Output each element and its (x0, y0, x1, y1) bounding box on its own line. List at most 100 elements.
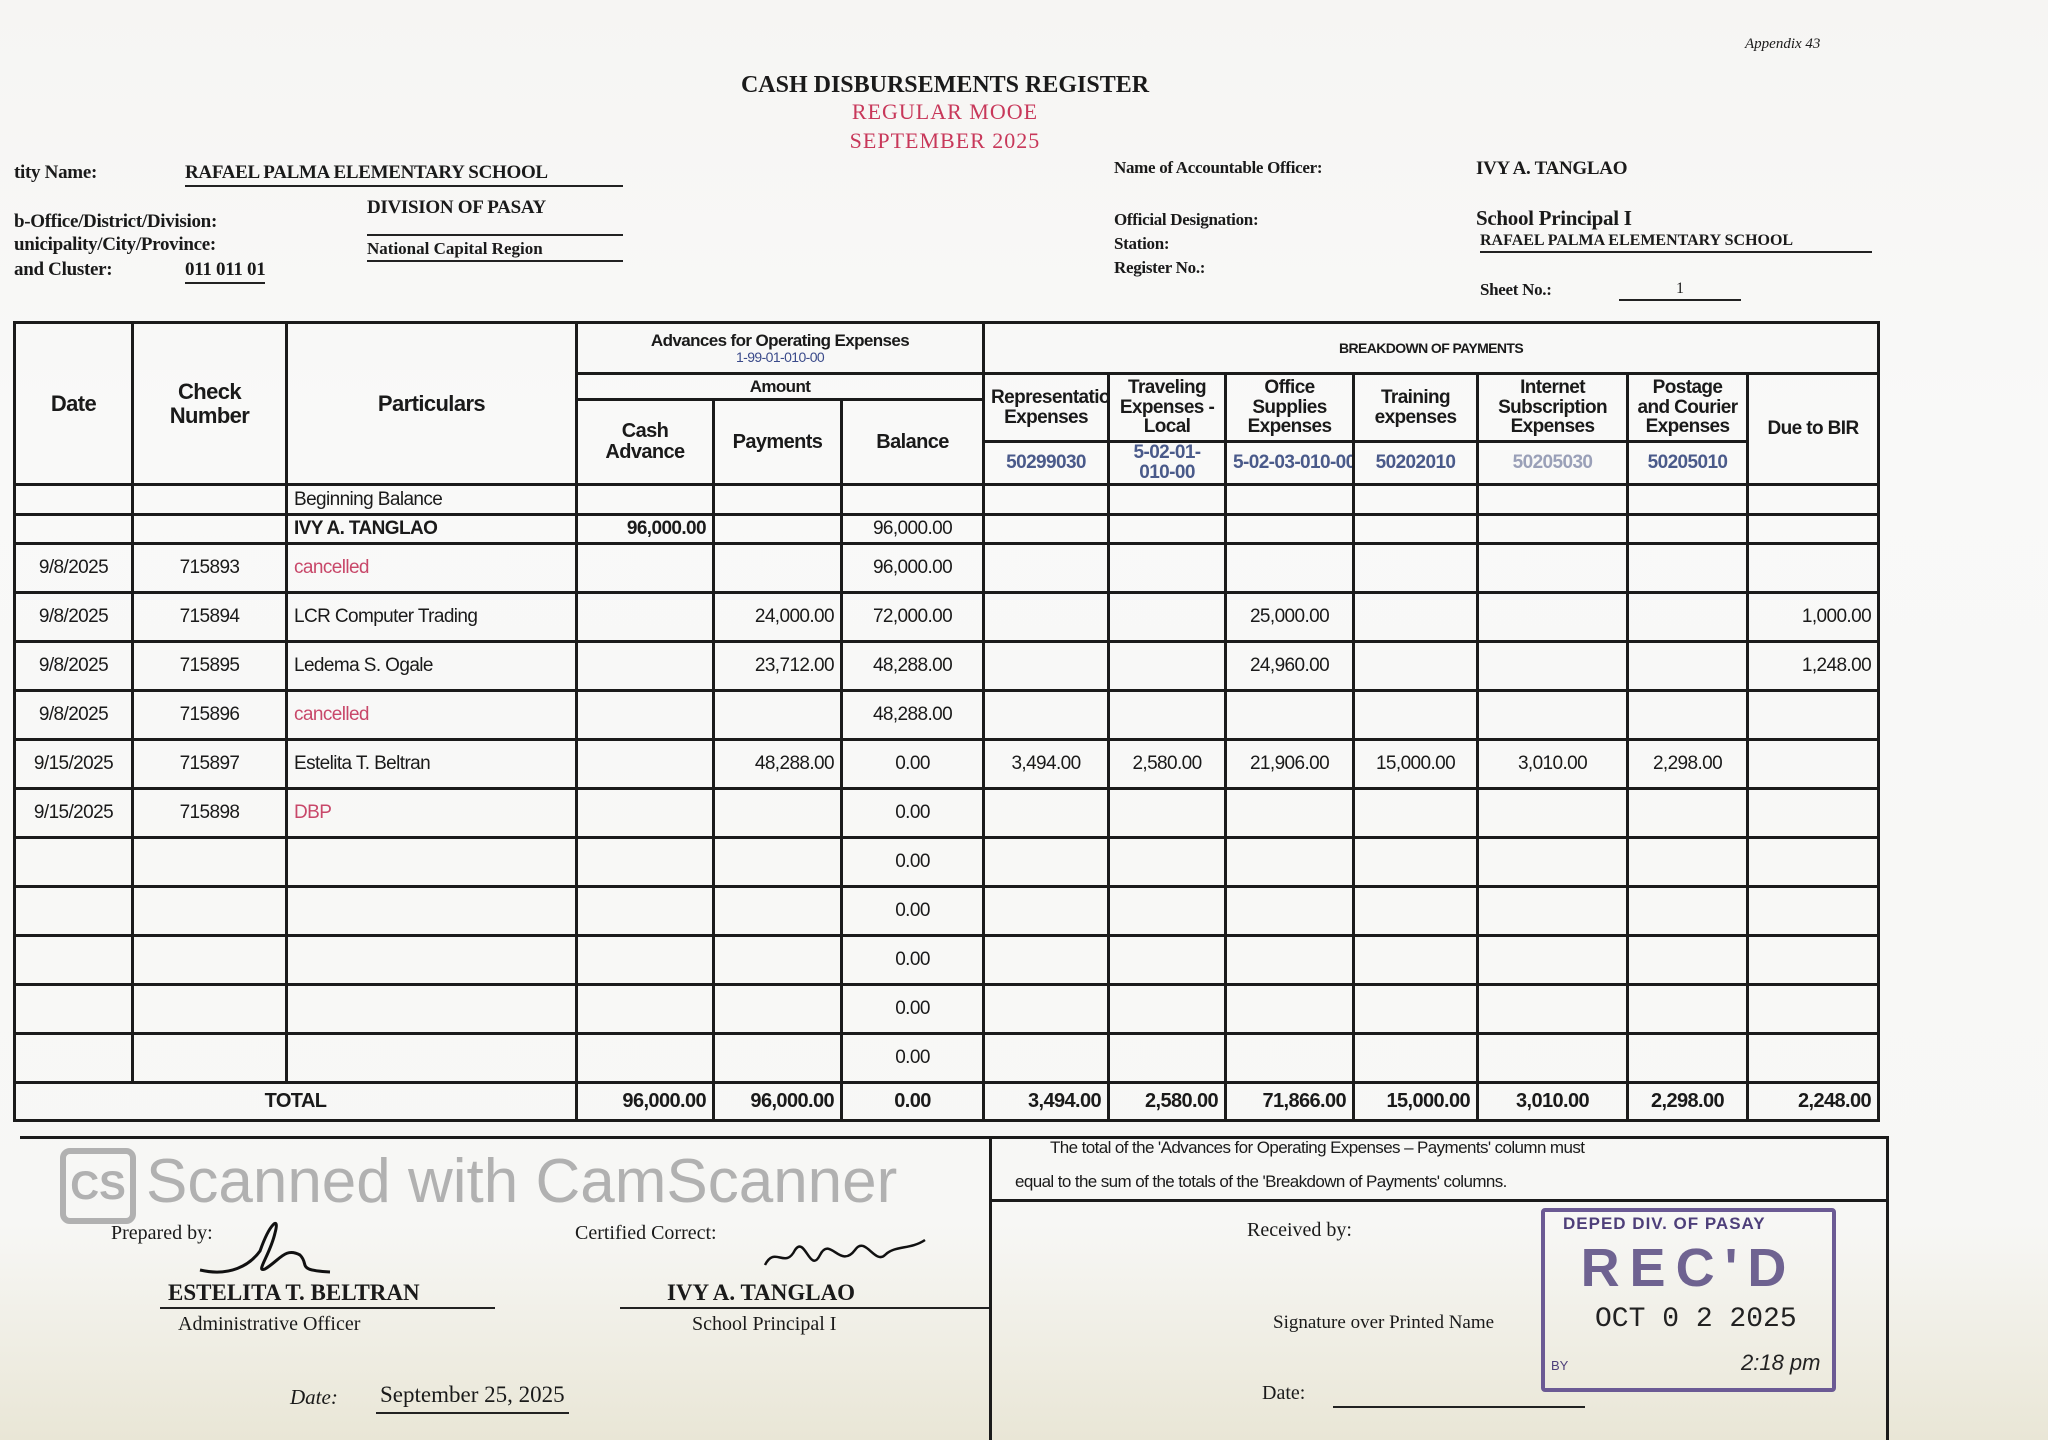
cell-internet (1476, 787, 1630, 839)
cell-particulars: Beginning Balance (285, 483, 578, 516)
table-row: 0.00 (13, 934, 1881, 986)
cell-particulars (285, 983, 578, 1035)
cell-check (131, 836, 288, 888)
cell-representation (982, 787, 1111, 839)
header-representation: Representation Expenses (982, 372, 1111, 443)
cell-office-supplies (1224, 689, 1356, 741)
cell-due-bir (1746, 483, 1881, 516)
cell-date: 9/15/2025 (13, 738, 134, 790)
cell-payments: 23,712.00 (712, 640, 843, 692)
header-traveling: Traveling Expenses - Local (1107, 372, 1228, 443)
cell-check: 715893 (131, 542, 288, 594)
code-internet: 50205030 (1476, 440, 1630, 486)
header-particulars: Particulars (285, 321, 578, 486)
station-label: Station: (1114, 234, 1170, 253)
cell-check: 715895 (131, 640, 288, 692)
cell-cash-advance (575, 591, 715, 643)
register-label: Register No.: (1114, 258, 1206, 277)
cell-cash-advance (575, 542, 715, 594)
prepared-title: Administrative Officer (178, 1313, 361, 1335)
cell-cash-advance (575, 483, 715, 516)
cell-date (13, 934, 134, 986)
officer-label: Name of Accountable Officer: (1114, 158, 1323, 177)
table-row: 9/8/2025 715894 LCR Computer Trading 24,000… (13, 591, 1881, 643)
cell-cash-advance (575, 738, 715, 790)
cell-date: 9/8/2025 (13, 640, 134, 692)
cell-office-supplies: 24,960.00 (1224, 640, 1356, 692)
cell-balance: 96,000.00 (839, 542, 986, 594)
cell-due-bir (1746, 542, 1881, 594)
cell-traveling (1107, 836, 1228, 888)
code-representation: 50299030 (982, 440, 1111, 486)
cell-training (1352, 1032, 1480, 1084)
cell-payments (712, 689, 843, 741)
date-value: September 25, 2025 (376, 1382, 569, 1414)
received-date-label: Date: (1262, 1382, 1306, 1404)
advances-title: Advances for Operating Expenses (650, 330, 910, 350)
cell-office-supplies: 25,000.00 (1224, 591, 1356, 643)
cell-representation (982, 689, 1111, 741)
cell-particulars: LCR Computer Trading (285, 591, 578, 643)
cell-date (13, 885, 134, 937)
cell-representation (982, 591, 1111, 643)
cell-traveling (1107, 934, 1228, 986)
date-label: Date: (290, 1385, 338, 1409)
cell-balance: 0.00 (839, 787, 986, 839)
cell-training (1352, 483, 1480, 516)
cell-traveling (1107, 1032, 1228, 1084)
total-label: TOTAL (13, 1081, 578, 1122)
cell-representation (982, 483, 1111, 516)
note-line-1: The total of the 'Advances for Operating… (1050, 1138, 1585, 1157)
document-period: SEPTEMBER 2025 (849, 128, 1041, 153)
received-by-label: Received by: (1247, 1219, 1352, 1241)
cell-training (1352, 983, 1480, 1035)
cell-check: 715898 (131, 787, 288, 839)
station-value: RAFAEL PALMA ELEMENTARY SCHOOL (1480, 232, 1872, 253)
cell-check (131, 1032, 288, 1084)
register-table: Date Check Number Particulars Advances f… (13, 321, 1881, 1122)
cell-check (131, 934, 288, 986)
cell-office-supplies (1224, 1032, 1356, 1084)
cluster-label: and Cluster: (14, 259, 113, 280)
document-title: CASH DISBURSEMENTS REGISTER (740, 72, 1150, 98)
table-row: 9/15/2025 715897 Estelita T. Beltran 48,288… (13, 738, 1881, 790)
cell-representation: 3,494.00 (982, 738, 1111, 790)
divider (1333, 1406, 1585, 1408)
cell-balance: 0.00 (839, 934, 986, 986)
cell-particulars: IVY A. TANGLAO (285, 513, 578, 545)
cell-representation (982, 1032, 1111, 1084)
cell-representation (982, 640, 1111, 692)
cell-payments (712, 483, 843, 516)
cell-balance: 72,000.00 (839, 591, 986, 643)
cell-traveling: 2,580.00 (1107, 738, 1228, 790)
total-internet: 3,010.00 (1476, 1081, 1630, 1122)
cell-traveling (1107, 542, 1228, 594)
divider (620, 1307, 989, 1309)
cell-particulars (285, 934, 578, 986)
cell-balance: 0.00 (839, 983, 986, 1035)
appendix-label: Appendix 43 (1745, 36, 1821, 52)
table-row: 9/8/2025 715893 cancelled 96,000.00 (13, 542, 1881, 594)
cell-representation (982, 542, 1111, 594)
cell-due-bir (1746, 689, 1881, 741)
cell-cash-advance (575, 934, 715, 986)
cell-payments (712, 885, 843, 937)
cell-check (131, 513, 288, 545)
cell-date (13, 513, 134, 545)
sheet-label: Sheet No.: (1480, 280, 1552, 299)
suboffice-label: b-Office/District/Division: (14, 211, 217, 232)
cell-internet (1476, 513, 1630, 545)
cell-due-bir (1746, 1032, 1881, 1084)
divider (20, 1136, 1886, 1139)
cell-training: 15,000.00 (1352, 738, 1480, 790)
cell-particulars: cancelled (285, 542, 578, 594)
total-balance: 0.00 (839, 1081, 986, 1122)
cell-due-bir: 1,248.00 (1746, 640, 1881, 692)
cluster-value: 011 011 01 (185, 259, 266, 284)
header-balance: Balance (839, 398, 986, 486)
cell-particulars: Ledema S. Ogale (285, 640, 578, 692)
cell-balance: 0.00 (839, 738, 986, 790)
cell-representation (982, 836, 1111, 888)
table-row: 9/8/2025 715895 Ledema S. Ogale 23,712.00 48… (13, 640, 1881, 692)
